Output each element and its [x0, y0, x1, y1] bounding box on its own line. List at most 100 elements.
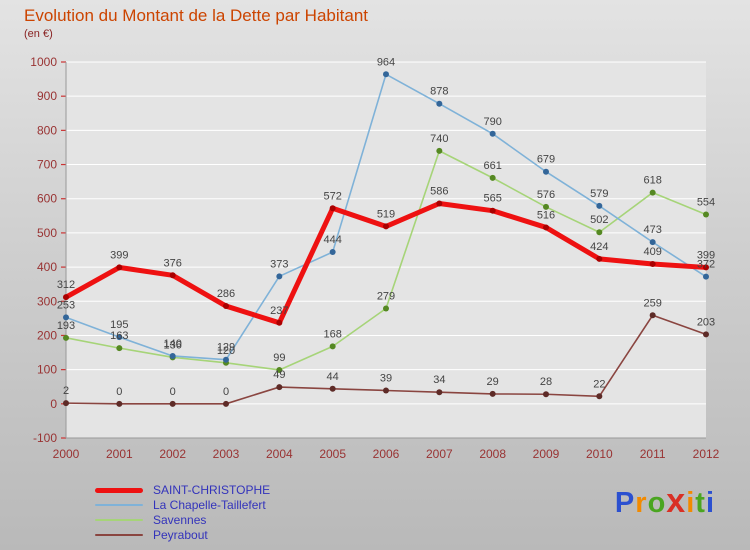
svg-text:39: 39 [380, 372, 392, 384]
svg-text:0: 0 [116, 386, 122, 398]
chart-legend: SAINT-CHRISTOPHE La Chapelle-Taillefert … [95, 483, 270, 543]
svg-text:516: 516 [537, 209, 555, 221]
svg-text:2007: 2007 [426, 447, 453, 461]
svg-text:2009: 2009 [533, 447, 560, 461]
svg-text:253: 253 [57, 299, 75, 311]
svg-text:372: 372 [697, 259, 715, 271]
svg-text:120: 120 [217, 345, 235, 357]
svg-text:136: 136 [163, 339, 181, 351]
svg-text:29: 29 [487, 376, 499, 388]
svg-text:28: 28 [540, 376, 552, 388]
svg-text:2008: 2008 [479, 447, 506, 461]
legend-swatch-saint-christophe [95, 487, 143, 493]
svg-text:168: 168 [323, 328, 341, 340]
legend-item-la-chapelle-taillefert: La Chapelle-Taillefert [95, 498, 270, 512]
svg-text:500: 500 [37, 226, 57, 240]
page-title: Evolution du Montant de la Dette par Hab… [24, 6, 368, 25]
svg-text:237: 237 [270, 305, 288, 317]
logo-letter: i [705, 487, 715, 519]
svg-text:44: 44 [327, 371, 339, 383]
chart-subtitle: (en €) [24, 28, 53, 40]
svg-text:2003: 2003 [213, 447, 240, 461]
legend-swatch-savennes [95, 519, 143, 521]
svg-text:49: 49 [273, 369, 285, 381]
svg-text:300: 300 [37, 294, 57, 308]
svg-text:800: 800 [37, 123, 57, 137]
svg-text:2000: 2000 [53, 447, 80, 461]
proxiti-logo: Proxiti [614, 482, 715, 520]
svg-text:140: 140 [163, 338, 181, 350]
svg-text:1000: 1000 [30, 55, 57, 69]
svg-text:878: 878 [430, 86, 448, 98]
svg-text:661: 661 [483, 160, 501, 172]
legend-label-savennes: Savennes [153, 513, 207, 527]
svg-text:195: 195 [110, 319, 128, 331]
svg-text:554: 554 [697, 196, 715, 208]
svg-text:2004: 2004 [266, 447, 293, 461]
chart-header: Evolution du Montant de la Dette par Hab… [24, 6, 368, 40]
svg-text:2012: 2012 [693, 447, 720, 461]
svg-text:519: 519 [377, 208, 395, 220]
logo-letter: t [695, 487, 706, 519]
svg-text:2010: 2010 [586, 447, 613, 461]
svg-text:200: 200 [37, 328, 57, 342]
svg-text:2: 2 [63, 385, 69, 397]
svg-text:2005: 2005 [319, 447, 346, 461]
svg-text:2006: 2006 [373, 447, 400, 461]
svg-text:34: 34 [433, 374, 445, 386]
svg-text:572: 572 [323, 190, 341, 202]
legend-label-peyrabout: Peyrabout [153, 528, 208, 542]
svg-text:444: 444 [323, 234, 341, 246]
svg-text:424: 424 [590, 241, 608, 253]
svg-text:579: 579 [590, 188, 608, 200]
legend-item-peyrabout: Peyrabout [95, 528, 270, 542]
svg-text:163: 163 [110, 330, 128, 342]
svg-text:502: 502 [590, 214, 608, 226]
svg-text:0: 0 [223, 386, 229, 398]
svg-text:99: 99 [273, 352, 285, 364]
svg-text:129: 129 [217, 342, 235, 354]
svg-text:399: 399 [110, 249, 128, 261]
svg-text:259: 259 [643, 297, 661, 309]
line-chart-canvas: -100010020030040050060070080090010002000… [30, 55, 720, 461]
svg-text:740: 740 [430, 133, 448, 145]
logo-letter: r [635, 487, 648, 519]
legend-label-la-chapelle-taillefert: La Chapelle-Taillefert [153, 498, 266, 512]
svg-text:399: 399 [697, 249, 715, 261]
svg-text:618: 618 [643, 175, 661, 187]
svg-text:473: 473 [643, 224, 661, 236]
svg-text:0: 0 [50, 397, 57, 411]
legend-label-saint-christophe: SAINT-CHRISTOPHE [153, 483, 271, 497]
svg-text:565: 565 [483, 193, 501, 205]
svg-text:373: 373 [270, 258, 288, 270]
logo-letter: P [614, 487, 636, 519]
svg-text:376: 376 [163, 257, 181, 269]
svg-text:312: 312 [57, 279, 75, 291]
svg-text:193: 193 [57, 320, 75, 332]
legend-swatch-la-chapelle-taillefert [95, 504, 143, 506]
svg-text:400: 400 [37, 260, 57, 274]
svg-text:409: 409 [643, 246, 661, 258]
svg-text:679: 679 [537, 154, 555, 166]
svg-text:0: 0 [170, 386, 176, 398]
legend-item-saint-christophe: SAINT-CHRISTOPHE [95, 483, 270, 497]
svg-text:586: 586 [430, 186, 448, 198]
svg-text:2011: 2011 [640, 447, 666, 461]
svg-text:600: 600 [37, 192, 57, 206]
svg-text:286: 286 [217, 288, 235, 300]
legend-item-savennes: Savennes [95, 513, 270, 527]
svg-text:22: 22 [593, 378, 605, 390]
svg-text:900: 900 [37, 89, 57, 103]
svg-text:-100: -100 [33, 431, 57, 445]
svg-text:203: 203 [697, 316, 715, 328]
svg-text:700: 700 [37, 158, 57, 172]
svg-text:790: 790 [483, 116, 501, 128]
svg-text:576: 576 [537, 189, 555, 201]
svg-text:964: 964 [377, 56, 395, 68]
logo-letter: i [686, 487, 696, 519]
debt-evolution-chart: -100 0 100 200 300 400 500 600 700 800 900 1000 2000… [0, 50, 750, 480]
legend-swatch-peyrabout [95, 534, 143, 536]
svg-text:2002: 2002 [159, 447, 186, 461]
logo-letter: x [666, 482, 687, 520]
svg-text:100: 100 [37, 363, 57, 377]
